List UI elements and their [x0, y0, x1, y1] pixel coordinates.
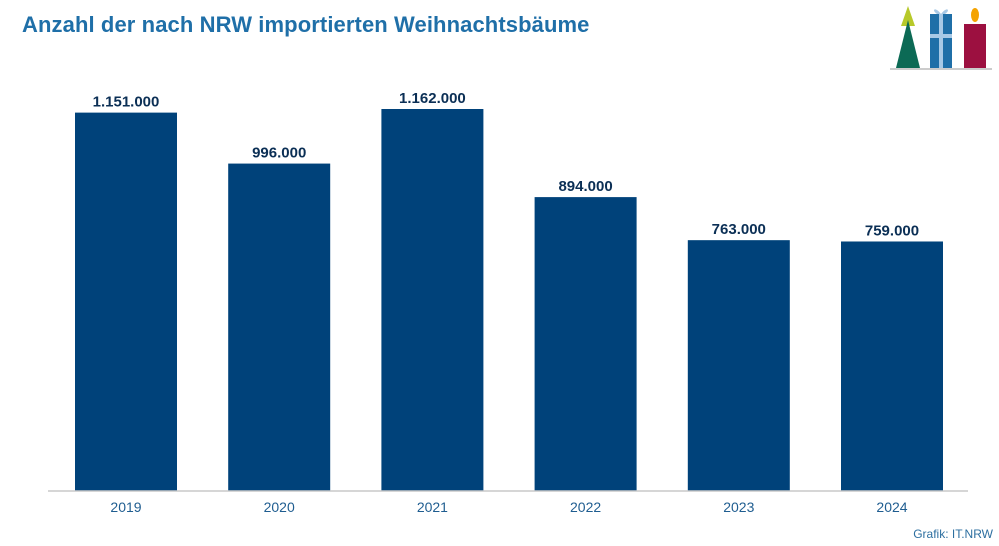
gift-box-icon [930, 9, 952, 68]
chart-title: Anzahl der nach NRW importierten Weihnac… [22, 12, 590, 37]
bar-2019 [75, 112, 177, 491]
bar-2021 [381, 109, 484, 491]
x-tick-label-2023: 2023 [723, 499, 754, 515]
value-label-2021: 1.162.000 [399, 90, 466, 107]
bar-2023 [687, 240, 790, 491]
x-tick-label-2021: 2021 [417, 499, 448, 515]
value-label-2019: 1.151.000 [93, 94, 160, 111]
x-tick-label-2020: 2020 [264, 499, 295, 515]
source-credit: Grafik: IT.NRW [913, 527, 993, 541]
x-tick-label-2024: 2024 [876, 499, 907, 515]
value-label-2024: 759.000 [865, 222, 919, 239]
bar-2022 [534, 197, 637, 491]
christmas-logo [890, 6, 992, 70]
bar-2020 [228, 163, 331, 492]
value-label-2020: 996.000 [252, 145, 306, 162]
value-label-2022: 894.000 [558, 178, 612, 195]
bar-2024 [841, 241, 943, 491]
x-tick-label-2019: 2019 [110, 499, 141, 515]
christmas-tree-icon [896, 6, 920, 68]
value-label-2023: 763.000 [712, 221, 766, 238]
x-tick-label-2022: 2022 [570, 499, 601, 515]
candle-icon [964, 8, 986, 68]
